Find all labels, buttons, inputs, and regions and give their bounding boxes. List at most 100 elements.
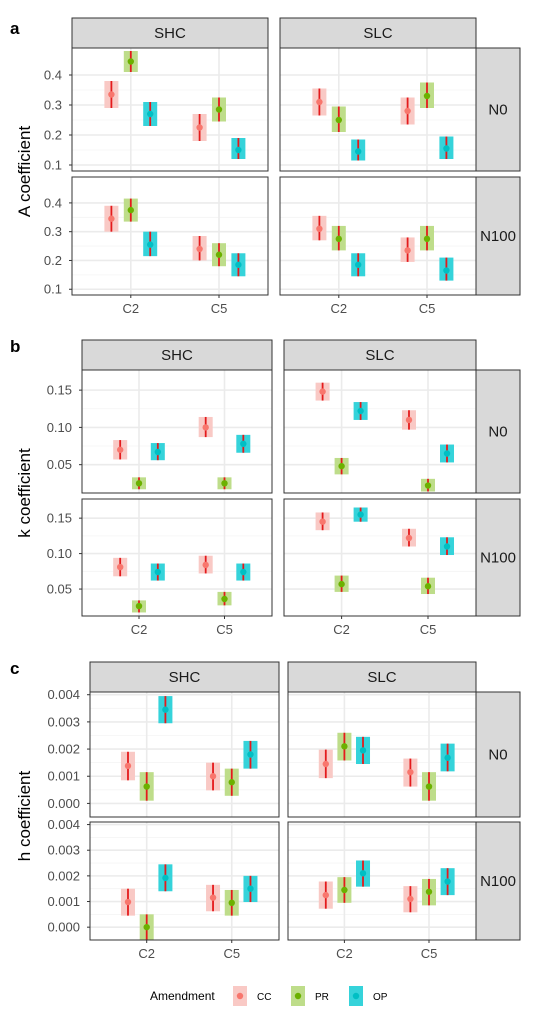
panel-letter: c: [10, 659, 19, 678]
legend: Amendment CC PR OP: [150, 986, 388, 1006]
x-tick-label: C5: [419, 301, 436, 316]
col-strip: [287, 661, 477, 693]
panel-border: [81, 369, 273, 494]
x-tick-label: C5: [216, 622, 233, 637]
mean-point-pr: [423, 92, 431, 100]
x-tick-label: C5: [420, 622, 437, 637]
x-tick-label: C5: [421, 946, 438, 961]
panel-letter: a: [10, 19, 20, 38]
y-tick-label: 0.05: [47, 457, 72, 472]
mean-point-op: [162, 874, 169, 882]
mean-point-cc: [404, 107, 411, 115]
row-strip-label: N0: [488, 747, 507, 764]
mean-point-pr: [135, 602, 143, 610]
mean-point-pr: [338, 462, 345, 470]
panel-border: [283, 369, 477, 494]
panel-border: [279, 176, 477, 296]
panel-letter: b: [10, 337, 20, 356]
legend-item-pr: PR: [291, 986, 329, 1006]
x-tick-label: C2: [330, 301, 347, 316]
y-axis-label: h coefficient: [15, 771, 34, 862]
mean-point-cc: [322, 891, 329, 899]
col-strip-label: SLC: [367, 669, 396, 686]
panel-border: [71, 47, 269, 172]
mean-point-op: [162, 706, 169, 713]
y-tick-label: 0.4: [44, 195, 62, 210]
mean-point-cc: [407, 895, 414, 903]
mean-point-cc: [407, 768, 414, 776]
panel-border: [71, 176, 269, 296]
facet-panel: 0.000 0.001 0.002 0.003 0.004 C2 C5: [47, 817, 280, 961]
legend-title: Amendment: [150, 989, 215, 1003]
mean-point-op: [240, 568, 247, 576]
y-tick-label: 0.10: [47, 420, 72, 435]
mean-point-op: [444, 754, 451, 761]
mean-point-cc: [316, 98, 323, 106]
mean-point-pr: [215, 106, 223, 113]
figure-block-c: c h coefficient SHC SLC N0 N100 0.000 0.001 0.00…: [10, 659, 521, 961]
y-tick-label: 0.001: [47, 894, 80, 909]
y-tick-label: 0.003: [47, 714, 80, 729]
mean-point-op: [247, 885, 254, 892]
y-axis-label: A coefficient: [15, 126, 34, 218]
mean-point-cc: [404, 247, 411, 254]
mean-point-pr: [135, 480, 143, 487]
mean-point-pr: [424, 482, 432, 489]
y-tick-label: 0.002: [47, 742, 80, 757]
legend-key-point: [294, 992, 302, 1000]
y-tick-label: 0.2: [44, 128, 62, 143]
mean-point-cc: [108, 91, 115, 98]
mean-point-cc: [124, 762, 132, 770]
col-strip-label: SHC: [169, 669, 201, 686]
y-tick-label: 0.000: [47, 920, 80, 935]
mean-point-op: [355, 261, 362, 268]
row-strip: [475, 176, 521, 296]
col-strip: [283, 339, 477, 371]
mean-point-pr: [143, 783, 150, 790]
panel-background: [82, 499, 272, 616]
mean-point-cc: [209, 894, 217, 901]
row-strip-label: N100: [480, 873, 516, 890]
mean-point-cc: [319, 518, 326, 525]
facet-panel: 0.1 0.2 0.3 0.4: [44, 47, 269, 173]
y-tick-label: 0.2: [44, 253, 62, 268]
mean-point-pr: [143, 923, 150, 931]
mean-point-pr: [423, 235, 431, 243]
x-tick-label: C2: [138, 946, 155, 961]
mean-point-op: [247, 751, 254, 758]
legend-label: PR: [315, 992, 329, 1003]
y-tick-label: 0.1: [44, 158, 62, 173]
row-strip-label: N0: [488, 102, 507, 119]
facet-panel: 0.05 0.10 0.15 C2 C5: [47, 498, 273, 637]
mean-point-pr: [341, 886, 348, 894]
mean-point-pr: [335, 116, 342, 124]
mean-point-pr: [127, 206, 134, 214]
col-strip-label: SLC: [363, 25, 392, 42]
row-strip: [475, 821, 521, 941]
y-tick-label: 0.002: [47, 868, 80, 883]
mean-point-pr: [228, 779, 235, 786]
row-strip-label: N100: [480, 228, 516, 245]
mean-point-pr: [425, 888, 433, 895]
mean-point-cc: [209, 773, 217, 780]
panel-background: [72, 177, 268, 295]
mean-point-pr: [221, 595, 228, 603]
y-tick-label: 0.4: [44, 68, 62, 83]
mean-point-pr: [228, 899, 235, 907]
mean-point-cc: [322, 760, 329, 768]
mean-point-op: [444, 878, 451, 885]
mean-point-pr: [127, 58, 134, 65]
legend-key-point: [352, 992, 360, 1000]
row-strip: [475, 47, 521, 172]
y-tick-label: 0.3: [44, 98, 62, 113]
facet-panel: C2 C5: [283, 498, 477, 637]
mean-point-cc: [116, 563, 124, 571]
x-tick-label: C5: [211, 301, 228, 316]
mean-point-cc: [202, 561, 209, 569]
mean-point-op: [443, 543, 451, 550]
y-tick-label: 0.003: [47, 843, 80, 858]
mean-point-op: [147, 110, 154, 118]
legend-label: OP: [373, 992, 388, 1003]
y-tick-label: 0.004: [47, 687, 80, 702]
mean-point-cc: [116, 446, 124, 453]
